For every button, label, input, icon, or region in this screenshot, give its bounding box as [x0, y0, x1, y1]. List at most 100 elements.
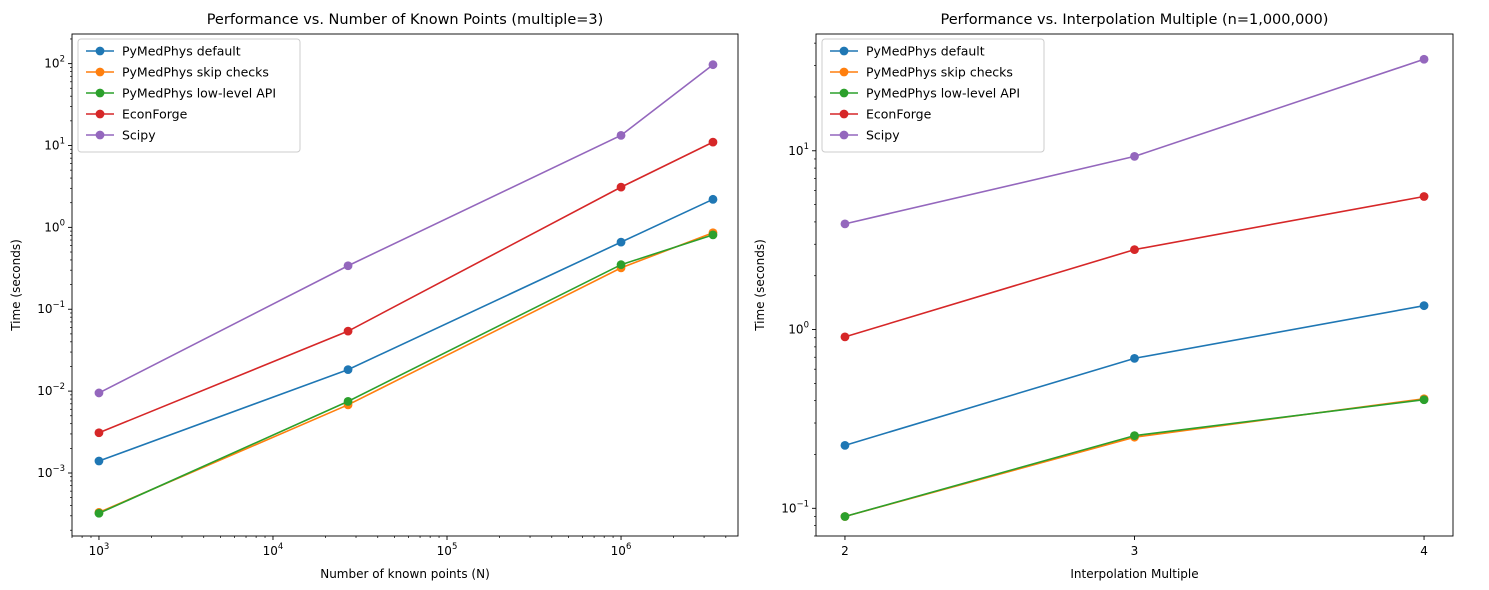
y-tick-label: 10−2	[37, 382, 65, 398]
legend-label: PyMedPhys default	[122, 44, 241, 59]
legend-marker	[839, 67, 849, 77]
y-tick-label-exponent: 0	[804, 321, 809, 331]
x-tick-label-base: 10	[89, 544, 104, 558]
data-point	[94, 428, 104, 438]
y-tick-label: 100	[788, 321, 809, 337]
legend-label: Scipy	[122, 128, 156, 143]
legend-label: PyMedPhys skip checks	[122, 65, 269, 80]
data-point	[94, 456, 104, 466]
data-point	[840, 219, 850, 229]
x-tick-label-base: 10	[611, 544, 626, 558]
y-tick-label-base: 10	[44, 220, 59, 234]
data-point	[343, 261, 353, 271]
y-tick-label: 10−1	[37, 300, 65, 316]
data-point	[1130, 353, 1139, 363]
series-line	[98, 198, 714, 462]
legend-marker	[839, 109, 849, 119]
legend-marker	[839, 88, 849, 98]
y-tick-label: 10−1	[781, 499, 809, 515]
x-tick-label-exponent: 3	[104, 542, 109, 552]
y-tick-label: 101	[788, 142, 809, 158]
x-tick-label-exponent: 4	[278, 542, 283, 552]
data-point	[1130, 245, 1139, 255]
legend-marker	[95, 130, 105, 140]
data-point	[1419, 54, 1429, 64]
x-axis-label: Interpolation Multiple	[1070, 567, 1198, 581]
legend-label: Scipy	[866, 128, 900, 143]
x-tick-label: 2	[841, 544, 849, 558]
legend-label: PyMedPhys low-level API	[122, 86, 276, 101]
data-point	[1419, 395, 1429, 405]
y-tick-label-exponent: 1	[804, 142, 809, 152]
chart-title: Performance vs. Number of Known Points (…	[207, 12, 604, 28]
data-point	[708, 230, 718, 240]
legend-box	[821, 38, 1045, 153]
y-tick-label-base: 10	[781, 501, 796, 515]
plot-frame	[71, 33, 739, 537]
x-axis-label: Number of known points (N)	[320, 567, 490, 581]
data-point	[1419, 192, 1429, 201]
chart-known-points: Performance vs. Number of Known Points (…	[9, 12, 739, 581]
y-tick-label-exponent: 2	[60, 55, 65, 65]
y-tick-label-exponent: −2	[52, 382, 65, 392]
series-line	[98, 141, 714, 434]
y-tick-label: 102	[44, 55, 65, 71]
data-point	[1419, 301, 1429, 311]
x-tick-label: 3	[1131, 544, 1139, 558]
chart-interpolation-multiple: Performance vs. Interpolation Multiple (…	[753, 12, 1454, 581]
legend-marker	[95, 109, 105, 119]
legend-label: PyMedPhys low-level API	[866, 86, 1020, 101]
chart-title: Performance vs. Interpolation Multiple (…	[941, 12, 1329, 28]
series-line	[98, 64, 714, 394]
data-point	[616, 237, 626, 247]
data-point	[94, 388, 104, 398]
x-tick-label-exponent: 6	[626, 542, 631, 552]
series-line	[844, 397, 1425, 518]
data-point	[343, 365, 353, 375]
series-line	[844, 304, 1425, 447]
legend-marker	[95, 88, 105, 98]
data-point	[94, 508, 104, 518]
x-tick-label-base: 4	[1420, 544, 1428, 558]
x-tick-label-base: 10	[437, 544, 452, 558]
data-point	[616, 182, 626, 192]
y-tick-label-exponent: 0	[60, 218, 65, 228]
legend-label: EconForge	[866, 107, 932, 122]
y-axis-label: Time (seconds)	[753, 239, 767, 332]
y-tick-label-exponent: 1	[60, 136, 65, 146]
data-point	[343, 326, 353, 336]
y-tick-label-exponent: −3	[52, 464, 65, 474]
y-tick-label-base: 10	[44, 138, 59, 152]
data-point	[708, 137, 718, 147]
series-line	[98, 234, 714, 515]
plot-frame	[815, 33, 1454, 537]
x-tick-label-exponent: 5	[452, 542, 457, 552]
y-tick-label: 100	[44, 218, 65, 234]
x-tick-label-base: 10	[263, 544, 278, 558]
legend-marker	[95, 67, 105, 77]
y-tick-label: 10−3	[37, 464, 65, 480]
y-tick-label-base: 10	[37, 466, 52, 480]
x-tick-label-base: 2	[841, 544, 849, 558]
data-point	[840, 440, 850, 450]
x-tick-label: 106	[611, 542, 632, 558]
legend-marker	[95, 46, 105, 56]
legend-label: PyMedPhys default	[866, 44, 985, 59]
data-point	[343, 396, 353, 406]
legend-box	[77, 38, 301, 153]
data-point	[708, 60, 718, 70]
y-axis-label: Time (seconds)	[9, 239, 23, 332]
series-line	[844, 398, 1425, 518]
series-line	[844, 195, 1425, 338]
legend-marker	[839, 46, 849, 56]
data-point	[708, 194, 718, 204]
x-tick-label: 103	[89, 542, 110, 558]
x-tick-label-base: 3	[1131, 544, 1139, 558]
y-tick-label: 101	[44, 136, 65, 152]
y-tick-label-exponent: −1	[52, 300, 65, 310]
data-point	[616, 260, 626, 270]
data-point	[840, 512, 850, 521]
x-tick-label: 104	[263, 542, 284, 558]
data-point	[1130, 431, 1139, 441]
